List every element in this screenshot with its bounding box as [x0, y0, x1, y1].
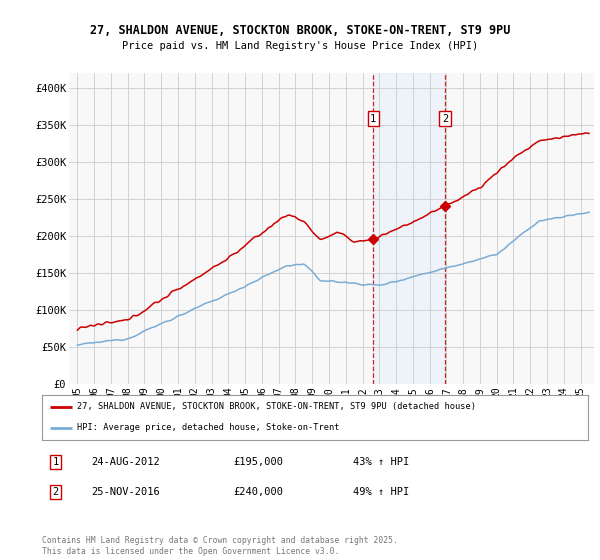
Text: 43% ↑ HPI: 43% ↑ HPI [353, 457, 409, 467]
Text: Contains HM Land Registry data © Crown copyright and database right 2025.
This d: Contains HM Land Registry data © Crown c… [42, 536, 398, 556]
Text: 27, SHALDON AVENUE, STOCKTON BROOK, STOKE-ON-TRENT, ST9 9PU (detached house): 27, SHALDON AVENUE, STOCKTON BROOK, STOK… [77, 403, 476, 412]
Text: Price paid vs. HM Land Registry's House Price Index (HPI): Price paid vs. HM Land Registry's House … [122, 41, 478, 51]
Text: 25-NOV-2016: 25-NOV-2016 [91, 487, 160, 497]
Text: £195,000: £195,000 [233, 457, 283, 467]
Text: 24-AUG-2012: 24-AUG-2012 [91, 457, 160, 467]
Text: HPI: Average price, detached house, Stoke-on-Trent: HPI: Average price, detached house, Stok… [77, 423, 340, 432]
Text: 27, SHALDON AVENUE, STOCKTON BROOK, STOKE-ON-TRENT, ST9 9PU: 27, SHALDON AVENUE, STOCKTON BROOK, STOK… [90, 24, 510, 38]
Text: 2: 2 [442, 114, 448, 124]
Text: 1: 1 [370, 114, 376, 124]
Bar [373, 73, 445, 384]
Text: £240,000: £240,000 [233, 487, 283, 497]
Text: 1: 1 [53, 457, 59, 467]
Text: 2: 2 [53, 487, 59, 497]
Text: 49% ↑ HPI: 49% ↑ HPI [353, 487, 409, 497]
